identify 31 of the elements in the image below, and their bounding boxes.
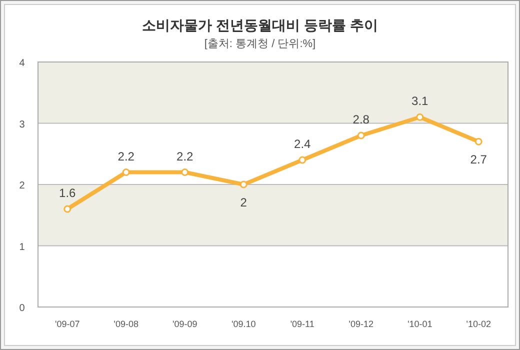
data-label: 2.4 [294,137,312,151]
point [474,138,482,146]
point [181,168,189,176]
y-tick-label: 0 [19,303,26,314]
data-label: 2.2 [118,149,135,164]
y-tick-label: 4 [19,58,26,69]
data-label: 2 [240,196,248,210]
data-label: 3.1 [412,94,429,108]
x-tick-label: '09.10 [232,319,256,329]
x-tick-label: '09-11 [290,319,314,329]
data-label: 2.8 [352,112,370,126]
chart-subtitle: [출처: 통계청 / 단위:%] [204,38,316,50]
x-tick-label: '09-09 [172,319,198,329]
y-tick-label: 3 [19,119,26,130]
x-tick-label: '09-12 [348,319,374,329]
x-tick-label: '10-01 [408,319,432,329]
x-tick-label: '10-02 [466,319,491,329]
point [298,156,306,164]
point [357,132,365,140]
y-tick-label: 2 [19,180,26,192]
chart-title: 소비자물가 전년동월대비 등락률 추이 [142,17,378,33]
point [416,113,424,121]
x-tick-label: '09-07 [55,319,80,329]
point [122,168,130,176]
point [64,205,72,213]
data-label: 2.7 [470,152,488,167]
x-tick-label: '09-08 [114,319,138,329]
point [240,180,248,188]
y-tick-label: 1 [19,242,26,253]
data-label: 2.2 [176,149,194,164]
data-label: 1.6 [59,186,76,200]
